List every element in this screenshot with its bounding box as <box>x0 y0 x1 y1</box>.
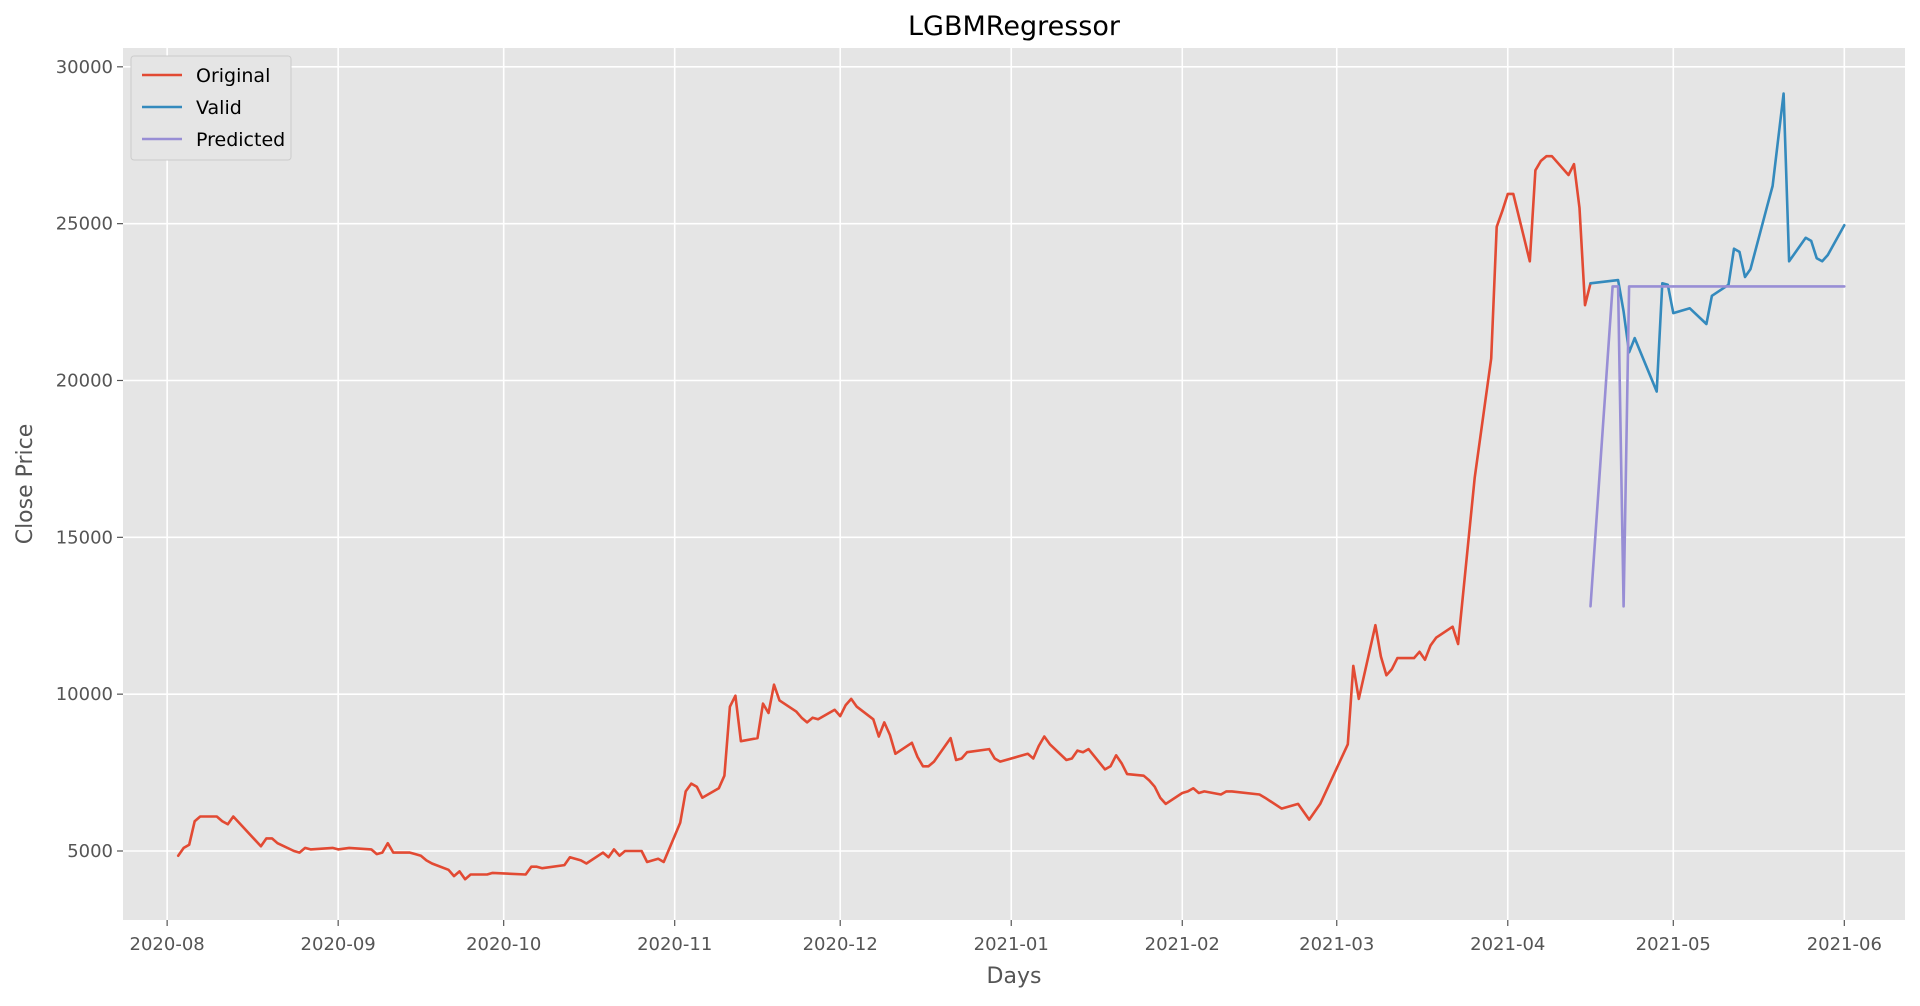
chart-title: LGBMRegressor <box>908 11 1121 42</box>
series-lines <box>176 92 1846 881</box>
x-tick-label: 2020-12 <box>803 934 878 955</box>
legend-label-predicted: Predicted <box>196 129 285 151</box>
x-tick-label: 2020-10 <box>466 934 541 955</box>
x-tick-label: 2021-03 <box>1299 934 1374 955</box>
x-tick-label: 2021-05 <box>1636 934 1711 955</box>
x-tick-label: 2021-06 <box>1807 934 1882 955</box>
x-tick-label: 2020-09 <box>301 934 376 955</box>
series-line-predicted <box>1589 285 1846 608</box>
legend-label-original: Original <box>196 65 270 87</box>
x-tick-label: 2021-02 <box>1145 934 1220 955</box>
x-axis-label: Days <box>987 964 1042 989</box>
y-tick-label: 10000 <box>56 684 113 705</box>
axis-ticks: 2020-08 2020-09 2020-10 2020-11 2020-12 2021-… <box>56 57 1882 955</box>
y-tick-label: 30000 <box>56 57 113 78</box>
y-tick-label: 25000 <box>56 214 113 235</box>
legend-label-valid: Valid <box>196 97 242 119</box>
x-tick-label: 2020-11 <box>637 934 712 955</box>
legend-box <box>130 55 292 161</box>
y-tick-label: 15000 <box>56 527 113 548</box>
legend: Original Valid Predicted <box>130 55 292 161</box>
series-line-original <box>176 154 1592 881</box>
x-tick-label: 2021-04 <box>1470 934 1545 955</box>
y-tick-label: 20000 <box>56 370 113 391</box>
x-tick-label: 2021-01 <box>974 934 1049 955</box>
y-axis-label: Close Price <box>13 424 38 545</box>
x-tick-label: 2020-08 <box>130 934 205 955</box>
plot-area <box>123 48 1905 920</box>
series-line-valid <box>1589 92 1846 393</box>
y-tick-label: 5000 <box>67 841 113 862</box>
